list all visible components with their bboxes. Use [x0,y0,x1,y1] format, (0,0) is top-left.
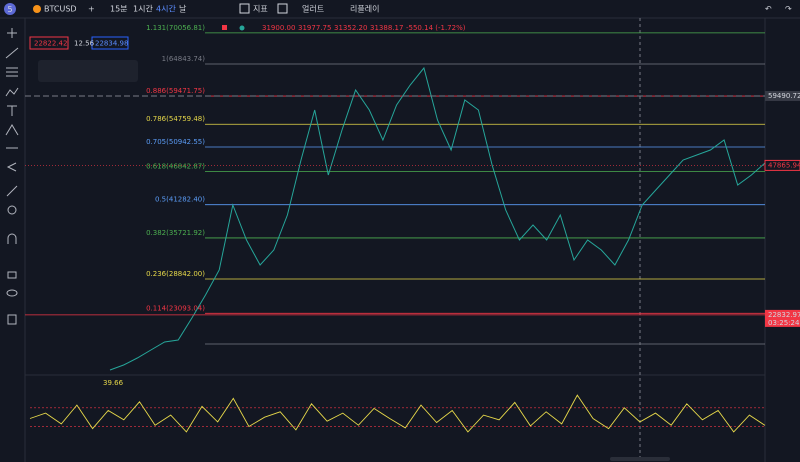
avatar[interactable] [4,3,16,15]
pattern-tool[interactable] [5,124,19,136]
symbol-icon [33,5,41,13]
ohlc-flag [222,25,227,30]
oscillator-line [29,394,766,433]
zoom-tool[interactable] [7,205,17,215]
undo[interactable]: ↶ [764,5,772,14]
measure-tool[interactable] [6,185,18,197]
quote-ask: 22834.98 [95,40,128,48]
ohlc-dot [239,25,245,31]
oscillator-value: 39.66 [103,379,124,387]
crosshair-tool[interactable] [7,28,17,38]
ohlc-close: 31388.17 [370,24,403,32]
scrollbar[interactable] [610,457,670,461]
lock-tool[interactable] [7,271,17,279]
fib-label: 0.886(59471.75) [146,87,205,95]
ohlc-low: 31352.20 [334,24,367,32]
fib-label: 0.705(50942.55) [146,138,205,146]
ask-box[interactable] [91,36,129,50]
indicators[interactable]: 지표 [253,5,268,14]
interval[interactable]: 날 [179,4,187,14]
hide-tool[interactable] [6,289,18,297]
fib-label: 0.618(46842.87) [146,163,205,171]
avatar-text: 5 [7,5,12,14]
price-line [109,66,766,371]
current-price-bg [765,309,800,327]
interval[interactable]: 4시간 [156,4,176,14]
top-toolbar [0,0,800,18]
symbol[interactable]: BTCUSD [44,5,77,14]
quote-spread: 12.56 [74,40,95,48]
last-price-bg [764,159,800,171]
fib-label: 0.382(35721.92) [146,229,205,237]
drawing-toolbar[interactable] [38,60,138,82]
ohlc-change: -550.14 (-1.72%) [406,24,466,32]
delete-tool[interactable] [7,314,17,325]
ohlc-high: 31977.75 [298,24,331,32]
ohlc-open: 31900.00 [262,24,295,32]
text-tool[interactable] [7,105,17,116]
quote-bid: 22822.42 [34,40,67,48]
back-tool[interactable] [6,162,17,172]
bid-box[interactable] [29,36,69,50]
fib-label: 0.236(28842.00) [146,270,205,278]
brush-tool[interactable] [5,87,19,97]
fib-label: 1.131(70056.81) [146,24,205,32]
countdown: 03:25:24 [768,319,800,327]
magnet-tool[interactable] [7,233,17,244]
fib-label: 0.114(23093.04) [146,304,205,312]
alerts[interactable]: 얼러트 [302,4,324,14]
indicators-icon [239,3,250,14]
interval[interactable]: 1시간 [133,4,153,14]
last-price-label: 47865.94 [768,161,800,169]
interval[interactable]: 15분 [110,5,128,14]
replay[interactable]: 리플레이 [350,4,379,14]
fib-label: 1(64843.74) [162,55,206,63]
fib-label: 0.786(54759.48) [146,115,205,123]
left-tools [5,28,19,325]
current-price-label: 22832.97 [768,311,800,319]
redo[interactable]: ↷ [785,5,792,14]
add-symbol[interactable]: + [88,5,95,14]
layout-icon[interactable] [277,3,288,14]
fib-label: 0.5(41282.40) [155,196,205,204]
crosshair-label: 59490.72 [768,92,800,100]
line-tool[interactable] [5,47,19,59]
fib-tool[interactable] [6,67,18,77]
crosshair-label-bg [765,90,800,101]
